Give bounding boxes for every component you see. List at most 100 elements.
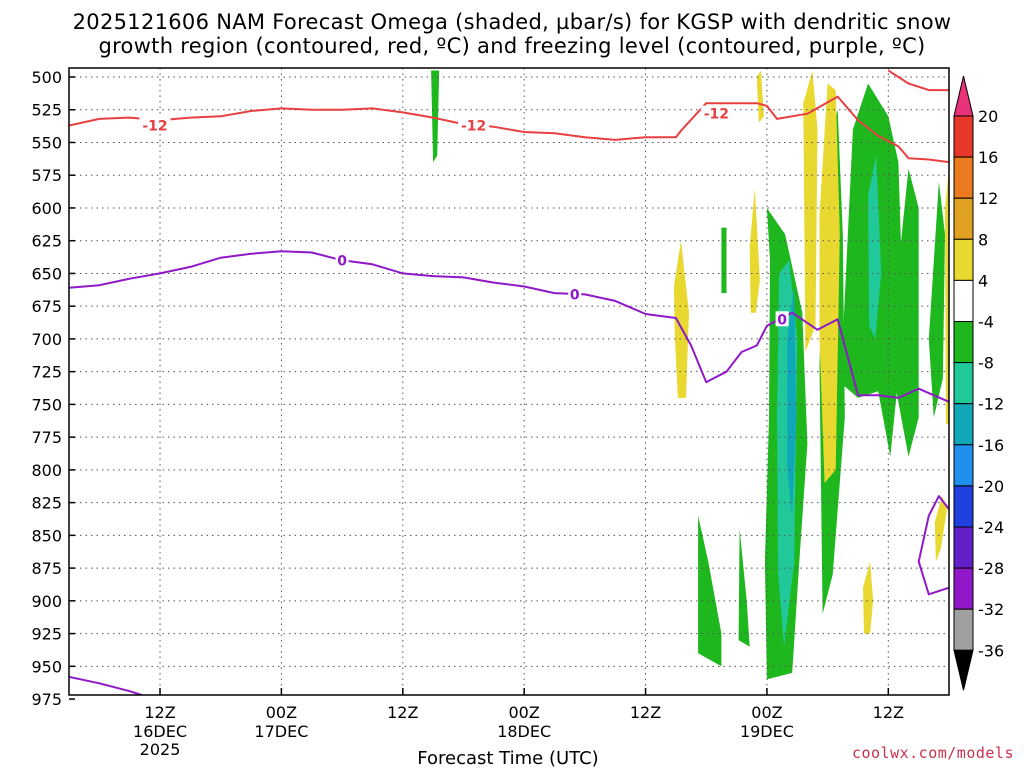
chart-title-line-2: growth region (contoured, red, ºC) and f… — [98, 34, 926, 58]
x-tick-label: 19DEC — [740, 722, 794, 741]
contour-label-2-2: 0 — [777, 312, 787, 328]
contour-label-bg — [568, 286, 582, 302]
colorbar-label: 20 — [978, 107, 998, 126]
omega-region-10 — [868, 155, 882, 339]
x-tick-label: 17DEC — [254, 722, 308, 741]
y-tick-label: 975 — [31, 690, 62, 709]
omega-region-18 — [945, 168, 949, 424]
y-tick-label: 525 — [31, 101, 62, 120]
colorbar-swatch-11 — [953, 526, 974, 569]
omega-region-8 — [928, 181, 945, 418]
y-tick-label: 675 — [31, 297, 62, 316]
y-tick-label: 500 — [31, 68, 62, 87]
colorbar-label: -4 — [978, 313, 994, 332]
contour-line-4 — [917, 495, 949, 596]
y-tick-label: 750 — [31, 395, 62, 414]
colorbar-label: -8 — [978, 354, 994, 373]
x-tick-label: 18DEC — [497, 722, 551, 741]
colorbar-label: 16 — [978, 148, 998, 167]
x-tick-label: 16DEC — [133, 722, 187, 741]
contour-label-bg — [458, 117, 490, 133]
y-tick-label: 825 — [31, 494, 62, 513]
axes: 500 525 550 575 600 625 650 675 700 725 750 775 800 8… — [31, 68, 904, 759]
colorbar-label: 4 — [978, 271, 988, 290]
omega-region-3 — [738, 528, 750, 647]
colorbar-label: -32 — [978, 600, 1004, 619]
omega-region-1 — [721, 227, 727, 294]
omega-region-7 — [896, 168, 919, 457]
colorbar-label: -16 — [978, 436, 1004, 455]
y-tick-label: 775 — [31, 428, 62, 447]
colorbar-label: 8 — [978, 230, 988, 249]
colorbar-swatch-8 — [953, 403, 974, 446]
gridlines — [69, 68, 949, 695]
colorbar-label: 12 — [978, 189, 998, 208]
colorbar-swatch-3 — [953, 197, 974, 240]
y-tick-label: 875 — [31, 559, 62, 578]
colorbar-swatch-2 — [953, 156, 974, 199]
contour-label-0-2: -12 — [704, 107, 729, 123]
colorbar-swatch-12 — [953, 567, 974, 610]
contour-lines-layer: -12 -12 -12 0 0 0 — [69, 69, 949, 695]
omega-region-2 — [698, 515, 722, 667]
y-tick-label: 700 — [31, 330, 62, 349]
contour-line-3 — [69, 675, 146, 695]
plot-frame — [68, 67, 950, 696]
x-tick-label: 00Z — [509, 703, 540, 722]
colorbar-label: -24 — [978, 518, 1004, 537]
omega-shading-layer — [431, 70, 949, 680]
contour-label-bg — [775, 311, 789, 327]
y-tick-label: 550 — [31, 133, 62, 152]
colorbar-label: -28 — [978, 559, 1004, 578]
x-tick-label: 12Z — [630, 703, 661, 722]
contour-line-0 — [69, 95, 949, 164]
colorbar-swatch-13 — [953, 608, 974, 651]
colorbar-label: -36 — [978, 641, 1004, 660]
colorbar-swatch-4 — [953, 238, 974, 281]
colorbar-swatch-10 — [953, 485, 974, 528]
colorbar-swatch-1 — [953, 115, 974, 158]
contour-label-2-1: 0 — [570, 287, 580, 303]
omega-region-0 — [431, 70, 440, 163]
x-tick-label: 12Z — [144, 703, 175, 722]
colorbar-swatch-9 — [953, 444, 974, 487]
omega-region-16 — [863, 561, 874, 634]
contour-line-2 — [69, 250, 949, 403]
y-tick-label: 925 — [31, 625, 62, 644]
omega-region-15 — [819, 83, 840, 483]
y-tick-label: 800 — [31, 461, 62, 480]
colorbar-swatch-7 — [953, 362, 974, 405]
omega-region-19 — [756, 70, 764, 123]
y-tick-label: 600 — [31, 199, 62, 218]
colorbar-swatch-5 — [953, 279, 974, 322]
colorbar-label: -12 — [978, 395, 1004, 414]
omega-region-11 — [787, 286, 797, 516]
colorbar-top-arrow — [953, 75, 974, 117]
x-axis-label: Forecast Time (UTC) — [417, 748, 598, 768]
contour-label-0-0: -12 — [142, 118, 167, 134]
omega-region-17 — [934, 496, 947, 562]
contour-label-2-0: 0 — [337, 253, 347, 269]
contour-label-bg — [700, 105, 732, 121]
colorbar-swatch-6 — [953, 321, 974, 364]
contour-label-bg — [139, 117, 171, 133]
y-tick-label: 650 — [31, 264, 62, 283]
x-tick-label: 00Z — [266, 703, 297, 722]
omega-region-13 — [749, 188, 760, 313]
y-tick-label: 625 — [31, 232, 62, 251]
omega-region-12 — [673, 240, 689, 398]
colorbar-label: -20 — [978, 477, 1004, 496]
y-tick-label: 950 — [31, 657, 62, 676]
y-tick-label: 850 — [31, 526, 62, 545]
colorbar: 20 16 12 8 4 -4 -8 -12 -16 -20 -24 -28 -32 -36 — [953, 75, 1004, 691]
x-tick-label: 2025 — [140, 740, 181, 759]
chart-title-line-1: 2025121606 NAM Forecast Omega (shaded, µ… — [72, 10, 952, 34]
contour-line-1 — [887, 69, 949, 92]
x-tick-label: 12Z — [387, 703, 418, 722]
y-tick-label: 725 — [31, 363, 62, 382]
credit-text[interactable]: coolwx.com/models — [851, 744, 1014, 762]
x-tick-label: 12Z — [873, 703, 904, 722]
omega-region-14 — [803, 70, 818, 352]
y-tick-label: 575 — [31, 166, 62, 185]
